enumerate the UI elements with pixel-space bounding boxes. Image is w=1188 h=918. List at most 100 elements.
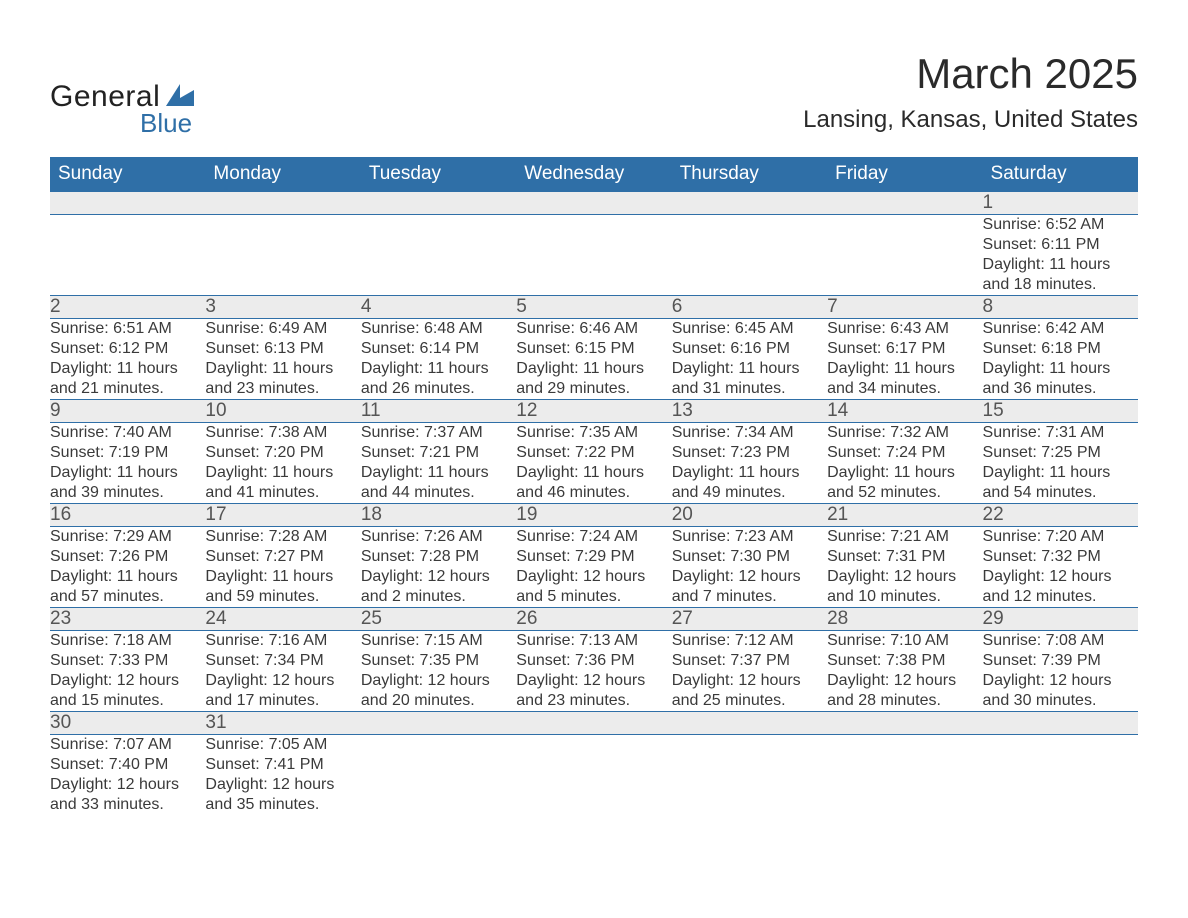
day-data-cell: Sunrise: 7:10 AMSunset: 7:38 PMDaylight:…: [827, 631, 982, 712]
day-data-cell: Sunrise: 7:32 AMSunset: 7:24 PMDaylight:…: [827, 423, 982, 504]
day-data-cell: Sunrise: 7:38 AMSunset: 7:20 PMDaylight:…: [205, 423, 360, 504]
daylight-text: and 52 minutes.: [827, 483, 982, 503]
daynum-row: 16171819202122: [50, 504, 1138, 527]
day-data-cell: Sunrise: 7:34 AMSunset: 7:23 PMDaylight:…: [672, 423, 827, 504]
data-row: Sunrise: 7:29 AMSunset: 7:26 PM Daylight:…: [50, 527, 1138, 608]
weekday-header: Sunday: [50, 157, 205, 192]
sunset-text: Sunset: 6:16 PM: [672, 339, 827, 359]
daylight-text: and 21 minutes.: [50, 379, 205, 399]
page-header: General Blue March 2025 Lansing, Kansas,…: [50, 50, 1138, 139]
logo: General Blue: [50, 50, 194, 139]
daylight-text: and 33 minutes.: [50, 795, 205, 815]
day-number-cell: 1: [983, 192, 1138, 215]
daylight-text: Daylight: 12 hours: [50, 671, 205, 691]
day-data-cell: Sunrise: 7:08 AMSunset: 7:39 PMDaylight:…: [983, 631, 1138, 712]
day-number-cell: [827, 712, 982, 735]
day-number-cell: 10: [205, 400, 360, 423]
day-number-cell: 7: [827, 296, 982, 319]
daylight-text: and 17 minutes.: [205, 691, 360, 711]
day-data-cell: [672, 735, 827, 816]
sunset-text: Sunset: 7:32 PM: [983, 547, 1138, 567]
sunrise-text: Sunrise: 7:34 AM: [672, 423, 827, 443]
daylight-text: Daylight: 11 hours: [672, 463, 827, 483]
daylight-text: Daylight: 11 hours: [205, 463, 360, 483]
day-number-cell: 28: [827, 608, 982, 631]
weekday-header: Tuesday: [361, 157, 516, 192]
daylight-text: Daylight: 11 hours: [50, 463, 205, 483]
daylight-text: Daylight: 12 hours: [50, 775, 205, 795]
daylight-text: Daylight: 12 hours: [672, 567, 827, 587]
sunset-text: Sunset: 7:41 PM: [205, 755, 360, 775]
daylight-text: and 46 minutes.: [516, 483, 671, 503]
day-data-cell: Sunrise: 6:45 AMSunset: 6:16 PMDaylight:…: [672, 319, 827, 400]
day-data-cell: Sunrise: 6:49 AMSunset: 6:13 PMDaylight:…: [205, 319, 360, 400]
weekday-header: Friday: [827, 157, 982, 192]
sunrise-text: Sunrise: 7:05 AM: [205, 735, 360, 755]
day-number: 31: [205, 712, 226, 733]
day-number: 26: [516, 608, 537, 629]
day-number: 13: [672, 400, 693, 421]
sunrise-text: Sunrise: 7:32 AM: [827, 423, 982, 443]
sunset-text: Sunset: 7:38 PM: [827, 651, 982, 671]
sunset-text: Sunset: 6:11 PM: [983, 235, 1138, 255]
day-number-cell: 26: [516, 608, 671, 631]
sunset-text: Sunset: 7:28 PM: [361, 547, 516, 567]
day-number: 3: [205, 296, 216, 317]
day-number-cell: 13: [672, 400, 827, 423]
sunset-text: Sunset: 7:37 PM: [672, 651, 827, 671]
daylight-text: and 28 minutes.: [827, 691, 982, 711]
daynum-row: 9101112131415: [50, 400, 1138, 423]
sunrise-text: Sunrise: 7:35 AM: [516, 423, 671, 443]
daylight-text: and 59 minutes.: [205, 587, 360, 607]
sunrise-text: Sunrise: 6:48 AM: [361, 319, 516, 339]
day-data-cell: [827, 735, 982, 816]
day-number-cell: 9: [50, 400, 205, 423]
day-data-cell: Sunrise: 7:24 AMSunset: 7:29 PMDaylight:…: [516, 527, 671, 608]
day-number-cell: 21: [827, 504, 982, 527]
day-data-cell: Sunrise: 7:13 AMSunset: 7:36 PMDaylight:…: [516, 631, 671, 712]
daylight-text: Daylight: 11 hours: [516, 463, 671, 483]
day-data-cell: Sunrise: 7:07 AMSunset: 7:40 PMDaylight:…: [50, 735, 205, 816]
day-number-cell: 16: [50, 504, 205, 527]
day-number: 21: [827, 504, 848, 525]
day-data-cell: Sunrise: 7:21 AMSunset: 7:31 PMDaylight:…: [827, 527, 982, 608]
daylight-text: and 5 minutes.: [516, 587, 671, 607]
title-block: March 2025 Lansing, Kansas, United State…: [803, 50, 1138, 134]
sunset-text: Sunset: 7:20 PM: [205, 443, 360, 463]
sunrise-text: Sunrise: 7:38 AM: [205, 423, 360, 443]
sunset-text: Sunset: 7:27 PM: [205, 547, 360, 567]
sunrise-text: Sunrise: 7:29 AM: [50, 527, 205, 547]
sunrise-text: Sunrise: 7:24 AM: [516, 527, 671, 547]
sunset-text: Sunset: 7:25 PM: [983, 443, 1138, 463]
sunset-text: Sunset: 6:17 PM: [827, 339, 982, 359]
day-number-cell: 18: [361, 504, 516, 527]
sunset-text: Sunset: 7:26 PM: [50, 547, 205, 567]
day-number-cell: 4: [361, 296, 516, 319]
day-data-cell: Sunrise: 7:35 AMSunset: 7:22 PMDaylight:…: [516, 423, 671, 504]
day-number-cell: 23: [50, 608, 205, 631]
day-data-cell: Sunrise: 7:31 AMSunset: 7:25 PMDaylight:…: [983, 423, 1138, 504]
day-data-cell: [516, 735, 671, 816]
day-number: 17: [205, 504, 226, 525]
daylight-text: Daylight: 11 hours: [672, 359, 827, 379]
sunrise-text: Sunrise: 6:43 AM: [827, 319, 982, 339]
day-number: 24: [205, 608, 226, 629]
day-data-cell: Sunrise: 7:26 AMSunset: 7:28 PMDaylight:…: [361, 527, 516, 608]
sunset-text: Sunset: 6:18 PM: [983, 339, 1138, 359]
day-number: 8: [983, 296, 994, 317]
day-number: 4: [361, 296, 372, 317]
day-number-cell: 27: [672, 608, 827, 631]
sunrise-text: Sunrise: 6:51 AM: [50, 319, 205, 339]
calendar-table: SundayMondayTuesdayWednesdayThursdayFrid…: [50, 157, 1138, 815]
day-number-cell: 17: [205, 504, 360, 527]
day-data-cell: [827, 215, 982, 296]
weekday-header: Wednesday: [516, 157, 671, 192]
data-row: Sunrise: 7:07 AMSunset: 7:40 PMDaylight:…: [50, 735, 1138, 816]
daylight-text: Daylight: 12 hours: [361, 567, 516, 587]
daylight-text: Daylight: 12 hours: [827, 671, 982, 691]
day-number-cell: 31: [205, 712, 360, 735]
daylight-text: and 18 minutes.: [983, 275, 1138, 295]
day-data-cell: Sunrise: 6:43 AMSunset: 6:17 PMDaylight:…: [827, 319, 982, 400]
day-number: 11: [361, 400, 381, 421]
daylight-text: Daylight: 12 hours: [827, 567, 982, 587]
